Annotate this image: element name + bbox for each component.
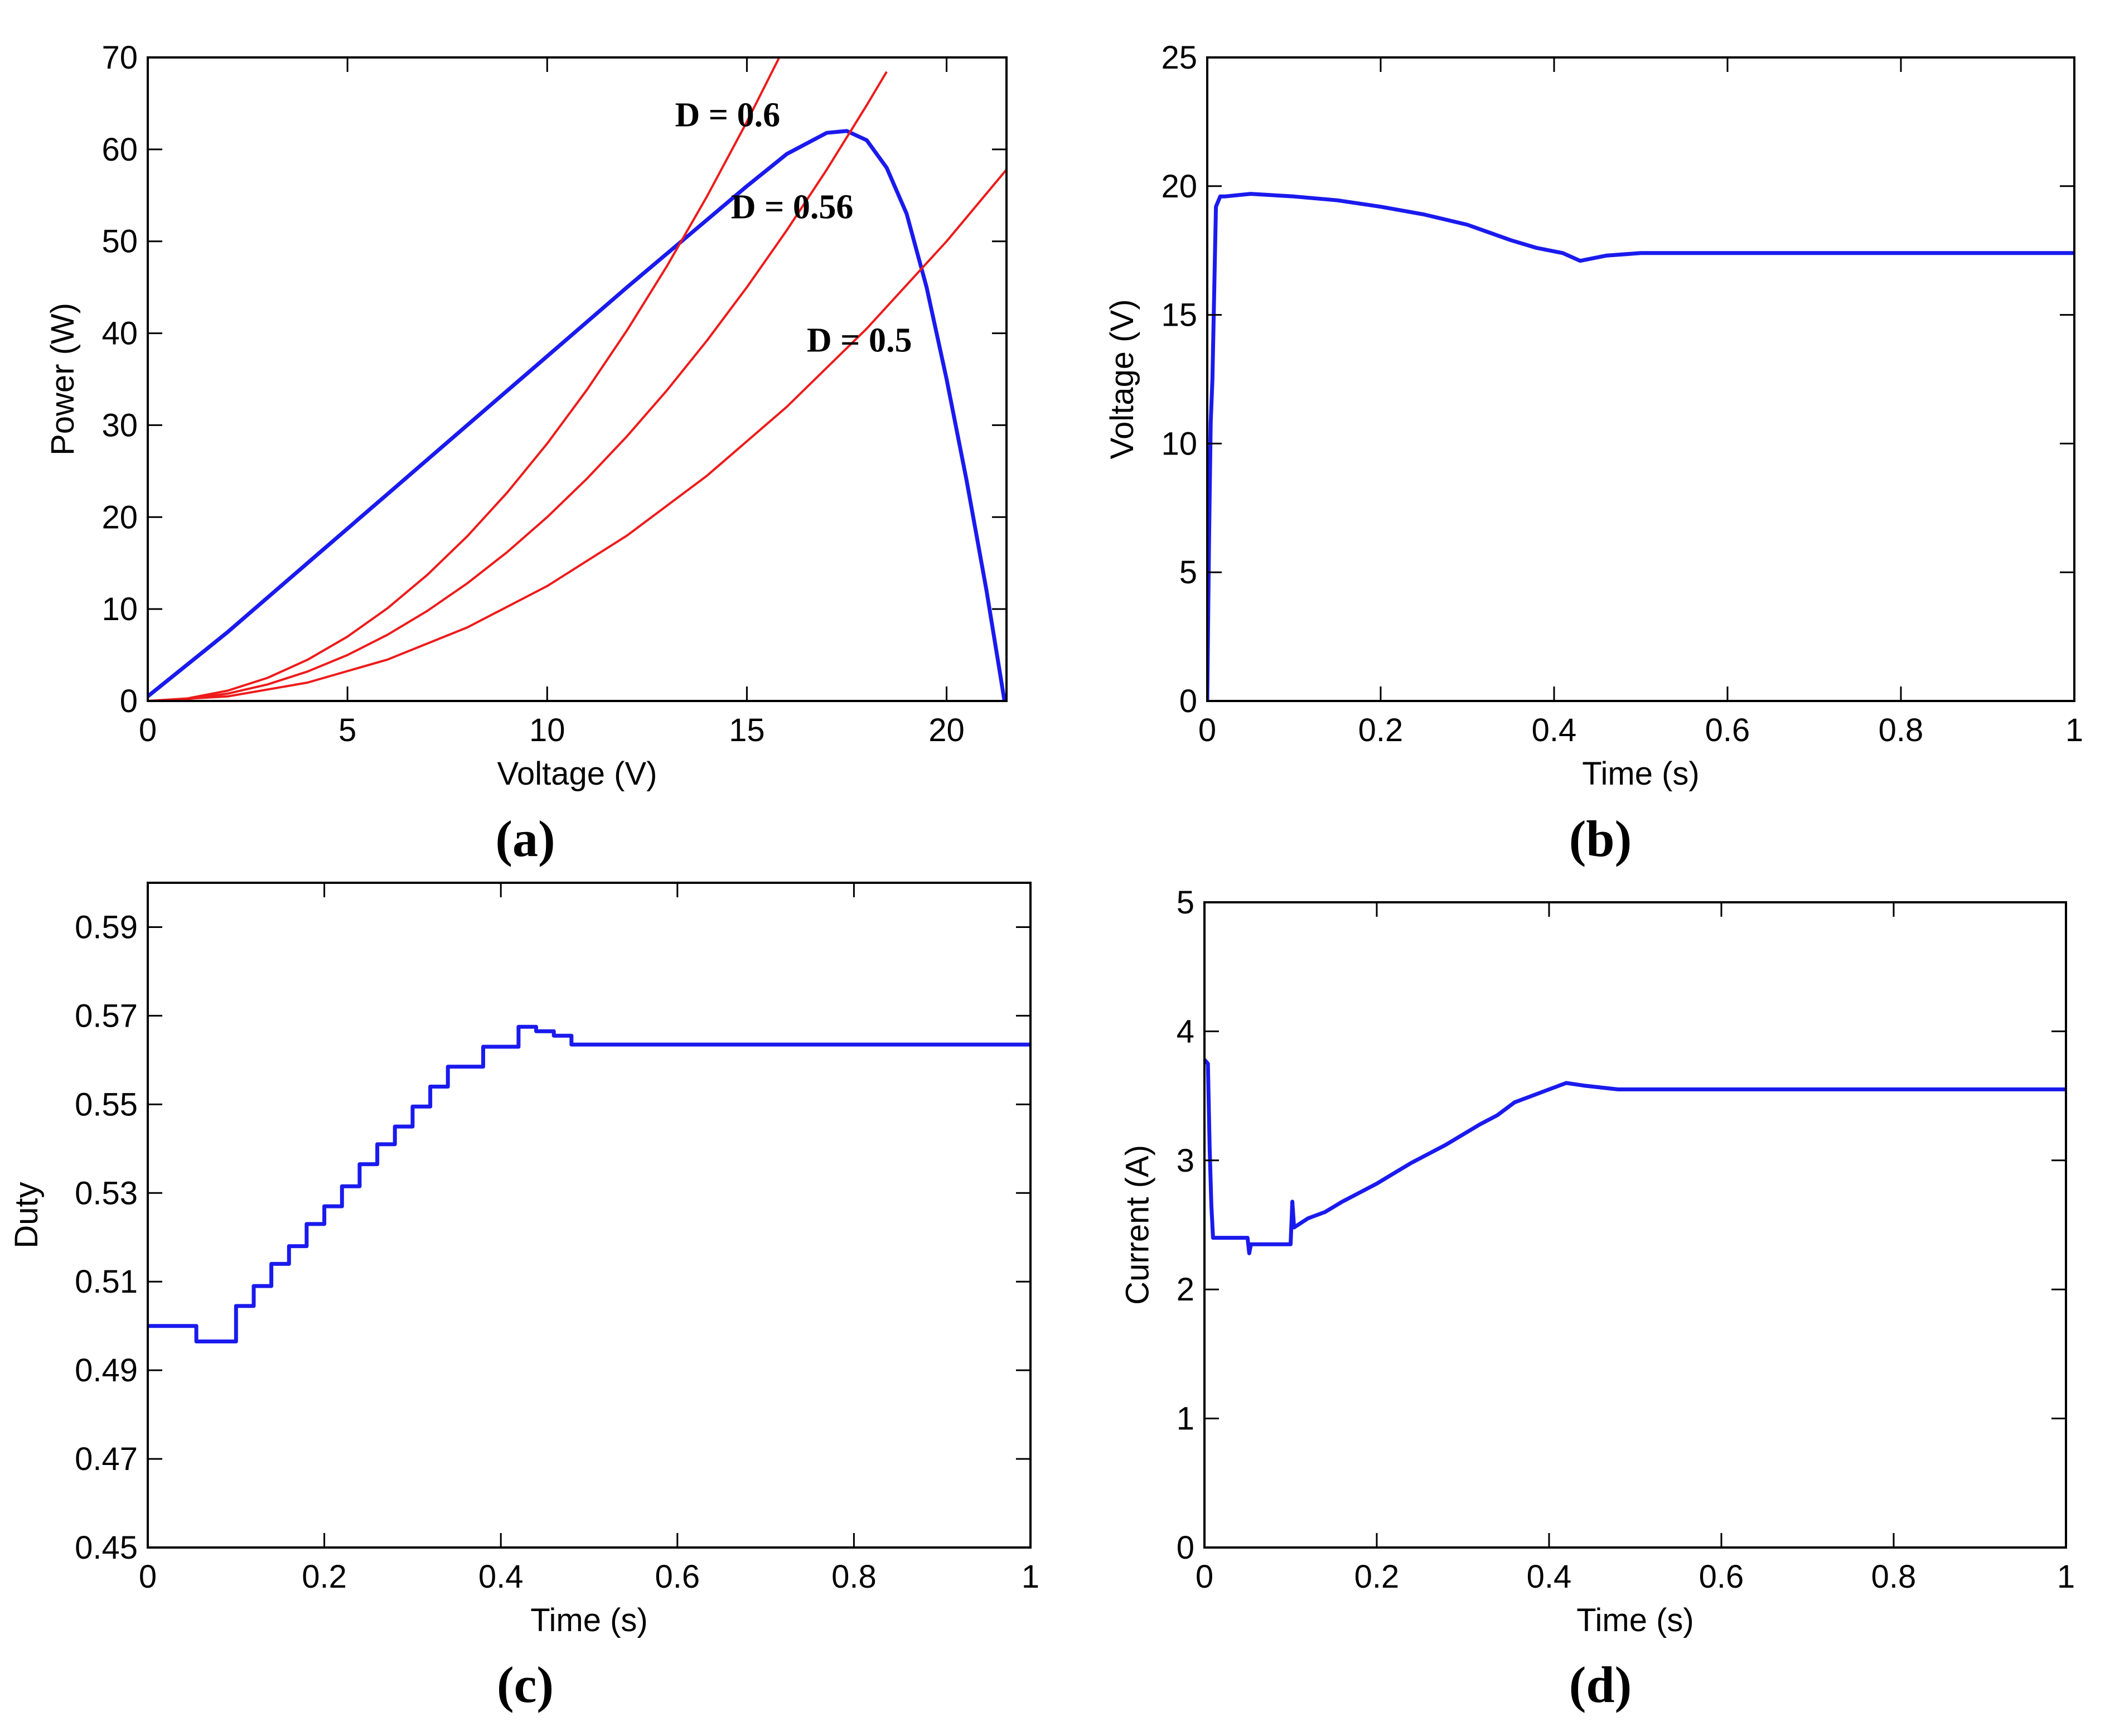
x-tick-label: 0.8 bbox=[831, 1559, 877, 1595]
panel-label: (b) bbox=[1569, 810, 1632, 867]
y-tick-label: 0 bbox=[1179, 683, 1197, 719]
y-tick-label: 5 bbox=[1177, 884, 1194, 921]
y-tick-label: 0.45 bbox=[75, 1530, 138, 1566]
series-a-2 bbox=[148, 71, 888, 701]
y-tick-label: 0.55 bbox=[75, 1086, 138, 1123]
y-tick-label: 20 bbox=[1161, 168, 1197, 205]
y-tick-label: 0.57 bbox=[75, 998, 138, 1034]
annotation-label: D = 0.56 bbox=[731, 188, 854, 226]
panel-label: (a) bbox=[495, 810, 555, 867]
y-tick-label: 0 bbox=[120, 683, 138, 719]
y-tick-label: 60 bbox=[101, 132, 138, 168]
x-axis-label: Time (s) bbox=[1576, 1602, 1693, 1638]
y-tick-label: 2 bbox=[1177, 1271, 1194, 1308]
y-tick-label: 10 bbox=[1161, 425, 1197, 462]
x-tick-label: 0 bbox=[139, 712, 157, 748]
y-tick-label: 0.51 bbox=[75, 1264, 138, 1300]
y-tick-label: 10 bbox=[101, 591, 138, 627]
x-tick-label: 0 bbox=[1198, 712, 1216, 748]
x-tick-label: 0.4 bbox=[478, 1559, 524, 1595]
panel-label: (d) bbox=[1569, 1656, 1632, 1713]
series-b-0 bbox=[1207, 192, 2074, 701]
series-a-1 bbox=[148, 57, 780, 701]
y-tick-label: 0 bbox=[1177, 1530, 1194, 1566]
x-tick-label: 0.6 bbox=[1699, 1559, 1744, 1595]
panel-label: (c) bbox=[497, 1656, 554, 1713]
y-tick-label: 25 bbox=[1161, 40, 1197, 76]
y-tick-label: 3 bbox=[1177, 1143, 1194, 1179]
series-d-0 bbox=[1204, 1058, 2066, 1255]
x-axis-label: Voltage (V) bbox=[497, 756, 657, 792]
y-axis-label: Power (W) bbox=[45, 303, 81, 456]
x-tick-label: 0 bbox=[139, 1559, 157, 1595]
x-tick-label: 0.4 bbox=[1527, 1559, 1572, 1595]
plot-frame-d bbox=[1203, 901, 2067, 1549]
y-axis-label: Current (A) bbox=[1120, 1145, 1156, 1305]
x-tick-label: 0.2 bbox=[1358, 712, 1404, 748]
plot-frame-c bbox=[147, 882, 1032, 1549]
series-c-0 bbox=[148, 1024, 1030, 1343]
x-tick-label: 0.6 bbox=[1705, 712, 1750, 748]
y-tick-label: 30 bbox=[101, 407, 138, 443]
y-tick-label: 70 bbox=[101, 40, 138, 76]
plot-frame-b bbox=[1206, 56, 2075, 702]
x-axis-label: Time (s) bbox=[530, 1602, 647, 1638]
x-tick-label: 0.2 bbox=[1354, 1559, 1400, 1595]
series-a-0 bbox=[148, 129, 1006, 701]
chart-a: 0 5 10 15 20 0 10 20 30 40 50 60 70 Voltage (V) Power … bbox=[45, 40, 1008, 867]
y-tick-label: 0.53 bbox=[75, 1175, 138, 1211]
y-tick-label: 50 bbox=[101, 224, 138, 260]
y-tick-label: 20 bbox=[101, 499, 138, 535]
y-tick-label: 4 bbox=[1177, 1013, 1194, 1050]
y-tick-label: 0.59 bbox=[75, 909, 138, 945]
x-tick-label: 0.8 bbox=[1879, 712, 1924, 748]
annotation-label: D = 0.6 bbox=[675, 96, 780, 134]
x-tick-label: 1 bbox=[2065, 712, 2083, 748]
x-tick-label: 1 bbox=[2057, 1559, 2075, 1595]
y-tick-label: 15 bbox=[1161, 297, 1197, 333]
x-tick-label: 1 bbox=[1022, 1559, 1039, 1595]
y-tick-label: 40 bbox=[101, 316, 138, 352]
x-tick-label: 0.2 bbox=[302, 1559, 347, 1595]
x-tick-label: 15 bbox=[729, 712, 765, 748]
x-tick-label: 10 bbox=[529, 712, 565, 748]
series-a-3 bbox=[148, 168, 1006, 701]
y-tick-label: 0.49 bbox=[75, 1352, 138, 1389]
x-tick-label: 0.8 bbox=[1871, 1559, 1917, 1595]
annotation-label: D = 0.5 bbox=[807, 322, 912, 360]
x-axis-label: Time (s) bbox=[1582, 756, 1699, 792]
x-tick-label: 5 bbox=[338, 712, 356, 748]
y-axis-label: Voltage (V) bbox=[1104, 299, 1140, 460]
y-tick-label: 0.47 bbox=[75, 1441, 138, 1477]
x-tick-label: 0.4 bbox=[1532, 712, 1577, 748]
y-tick-label: 1 bbox=[1177, 1401, 1194, 1437]
x-tick-label: 0 bbox=[1196, 1559, 1213, 1595]
plot-frame-a bbox=[147, 56, 1008, 702]
y-tick-label: 5 bbox=[1179, 554, 1197, 591]
x-tick-label: 0.6 bbox=[655, 1559, 700, 1595]
chart-c: 0 0.2 0.4 0.6 0.8 1 0.45 0.47 0.49 0.51 0.53 0.55 0.… bbox=[8, 882, 1039, 1713]
chart-d: 0 0.2 0.4 0.6 0.8 1 0 1 2 3 4 5 Time (s) Current (A) (… bbox=[1120, 884, 2075, 1713]
x-tick-label: 20 bbox=[928, 712, 965, 748]
y-axis-label: Duty bbox=[8, 1182, 45, 1248]
